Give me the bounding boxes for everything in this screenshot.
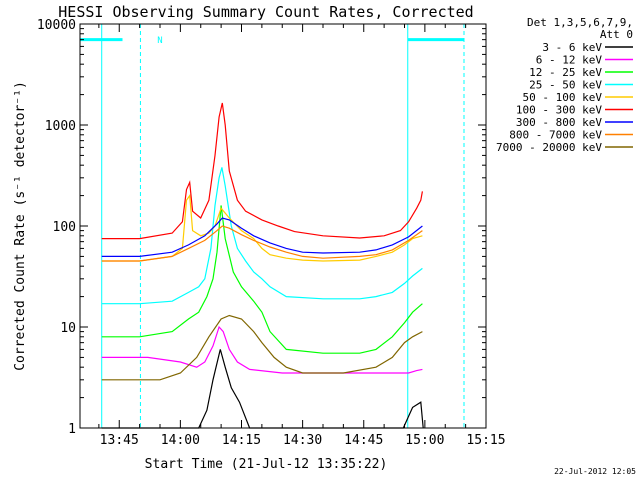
y-tick-label: 1 [68, 422, 76, 437]
x-axis: 13:45 14:00 14:15 14:30 14:45 15:00 15:15 [98, 24, 506, 448]
legend-header-line: Att 0 [600, 28, 633, 41]
series-line [101, 217, 423, 257]
series-line [101, 205, 423, 354]
x-tick-label: 15:15 [466, 433, 505, 448]
footer-date: 22-Jul-2012 12:05 [554, 467, 636, 476]
legend-label: 300 - 800 keV [516, 116, 602, 129]
legend-label: 800 - 7000 keV [509, 129, 602, 142]
y-tick-label: 100 [53, 220, 76, 235]
series-line [101, 225, 423, 262]
legend-label: 50 - 100 keV [523, 91, 603, 104]
attenuator-annotation: N [157, 36, 162, 46]
legend-label: 12 - 25 keV [529, 66, 602, 79]
legend-label: 3 - 6 keV [542, 41, 602, 54]
x-tick-label: 14:30 [283, 433, 322, 448]
y-tick-label: 1000 [45, 119, 76, 134]
y-axis-label: Corrected Count Rate (s⁻¹ detector⁻¹) [13, 81, 28, 371]
series-line [101, 314, 423, 381]
series-line [101, 167, 423, 305]
legend-header-line: Det 1,3,5,6,7,9, [527, 16, 633, 29]
legend-label: 25 - 50 keV [529, 79, 602, 92]
x-tick-label: 14:00 [161, 433, 200, 448]
x-tick-label: 14:45 [344, 433, 383, 448]
y-axis: 1 10 100 1000 10000 [37, 18, 486, 437]
chart-title: HESSI Observing Summary Count Rates, Cor… [58, 3, 473, 21]
x-tick-label: 13:45 [100, 433, 139, 448]
series-line [101, 325, 423, 374]
legend-label: 100 - 300 keV [516, 104, 602, 117]
legend-label: 7000 - 20000 keV [496, 141, 602, 154]
x-tick-label: 14:15 [222, 433, 261, 448]
series-line [101, 102, 423, 240]
x-axis-label: Start Time (21-Jul-12 13:35:22) [145, 457, 388, 472]
plot-area [80, 24, 465, 429]
y-tick-label: 10000 [37, 18, 76, 33]
legend-label: 6 - 12 keV [536, 54, 603, 67]
x-tick-label: 15:00 [405, 433, 444, 448]
series-line [101, 349, 424, 429]
y-tick-label: 10 [60, 321, 76, 336]
series-line [101, 193, 423, 262]
